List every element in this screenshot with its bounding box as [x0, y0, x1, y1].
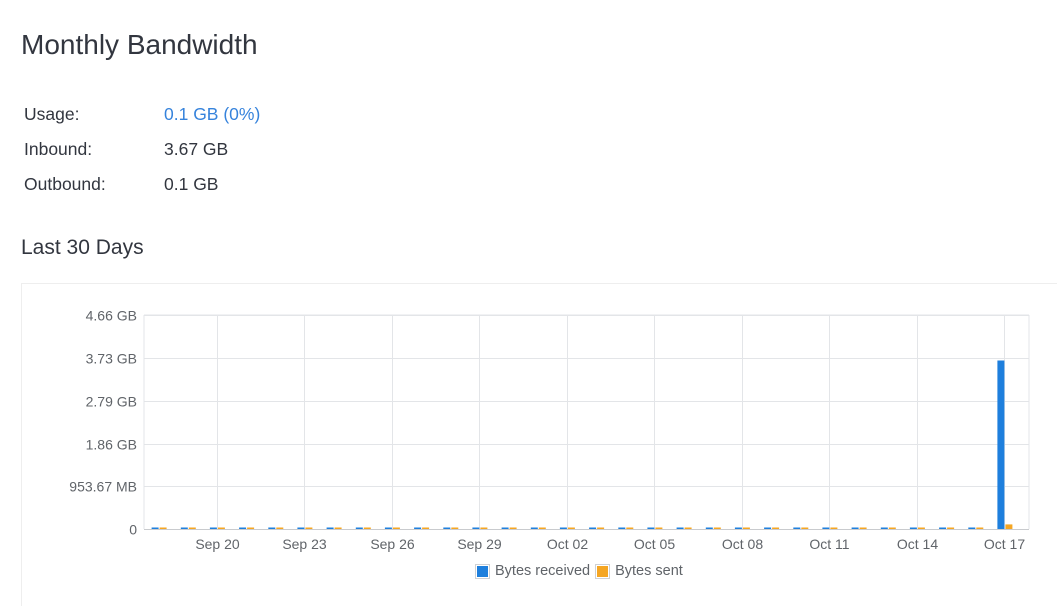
bar-bytes-sent [655, 528, 662, 530]
bandwidth-stats: Usage: 0.1 GB (0%) Inbound: 3.67 GB Outb… [24, 97, 260, 202]
bar-bytes-received [239, 528, 246, 530]
bar-bytes-sent [889, 528, 896, 530]
bar-bytes-sent [830, 528, 837, 530]
bar-bytes-sent [510, 528, 517, 530]
bandwidth-chart-panel: 0 953.67 MB 1.86 GB 2.79 GB 3.73 GB 4.66 GB Se… [21, 283, 1057, 606]
outbound-label: Outbound: [24, 174, 164, 195]
x-tick-label: Sep 26 [370, 536, 415, 552]
section-title-last-30-days: Last 30 Days [21, 235, 144, 261]
bar-bytes-received [968, 528, 975, 530]
usage-value-link[interactable]: 0.1 GB (0%) [164, 104, 260, 125]
bar-bytes-received [414, 528, 421, 530]
x-tick-label: Oct 02 [547, 536, 588, 552]
bar-bytes-received [764, 528, 771, 530]
bar-bytes-sent [160, 528, 167, 530]
bar-bytes-sent [364, 528, 371, 530]
y-tick-label: 4.66 GB [86, 308, 137, 324]
legend-swatch-sent [596, 565, 609, 578]
x-tick-label: Oct 14 [897, 536, 938, 552]
legend-swatch-received [476, 565, 489, 578]
bar-bytes-sent [276, 528, 283, 530]
inbound-value: 3.67 GB [164, 139, 228, 160]
page-title: Monthly Bandwidth [21, 28, 258, 62]
bar-bytes-sent [626, 528, 633, 530]
bar-bytes-received [181, 528, 188, 530]
bar-bytes-received [560, 528, 567, 530]
bar-bytes-received [531, 528, 538, 530]
x-tick-label: Oct 05 [634, 536, 675, 552]
legend-label-sent: Bytes sent [615, 563, 683, 579]
legend-item-bytes-received[interactable]: Bytes received [476, 563, 590, 579]
inbound-label: Inbound: [24, 139, 164, 160]
bar-bytes-received [735, 528, 742, 530]
bar-bytes-received [502, 528, 509, 530]
bar-bytes-sent [451, 528, 458, 530]
bar-bytes-sent [976, 528, 983, 530]
bar-bytes-received [356, 528, 363, 530]
x-tick-label: Sep 23 [282, 536, 327, 552]
bar-bytes-received [210, 528, 217, 530]
y-tick-label: 3.73 GB [86, 351, 137, 367]
chart-legend: Bytes received Bytes sent [476, 563, 689, 579]
bar-bytes-received [677, 528, 684, 530]
bar-bytes-sent [772, 528, 779, 530]
x-tick-label: Sep 29 [457, 536, 502, 552]
bandwidth-chart: 0 953.67 MB 1.86 GB 2.79 GB 3.73 GB 4.66 GB Se… [22, 284, 1057, 559]
bar-bytes-received [589, 528, 596, 530]
bar-bytes-sent [539, 528, 546, 530]
bar-bytes-sent [335, 528, 342, 530]
bar-bytes-received [881, 528, 888, 530]
bar-bytes-sent [480, 528, 487, 530]
bar-bytes-received [152, 528, 159, 530]
bar-bytes-sent [714, 528, 721, 530]
bar-bytes-received [910, 528, 917, 530]
bar-bytes-received [793, 528, 800, 530]
bar-bytes-sent [305, 528, 312, 530]
bar-bytes-received [852, 528, 859, 530]
bar-bytes-sent [393, 528, 400, 530]
bar-bytes-sent [1005, 524, 1012, 529]
bar-bytes-received [822, 528, 829, 530]
y-tick-label: 1.86 GB [86, 437, 137, 453]
bar-bytes-sent [801, 528, 808, 530]
y-tick-label: 0 [129, 522, 137, 538]
bar-bytes-received [268, 528, 275, 530]
y-tick-label: 2.79 GB [86, 394, 137, 410]
x-tick-label: Sep 20 [195, 536, 240, 552]
bar-bytes-sent [743, 528, 750, 530]
stat-row-usage: Usage: 0.1 GB (0%) [24, 97, 260, 132]
bar-bytes-received [472, 528, 479, 530]
outbound-value: 0.1 GB [164, 174, 218, 195]
bar-bytes-received [939, 528, 946, 530]
bar-bytes-sent [860, 528, 867, 530]
bar-bytes-sent [918, 528, 925, 530]
bar-bytes-sent [189, 528, 196, 530]
bar-bytes-received [706, 528, 713, 530]
bar-bytes-received [385, 528, 392, 530]
bar-bytes-received [443, 528, 450, 530]
usage-label: Usage: [24, 104, 164, 125]
bar-bytes-received [647, 528, 654, 530]
bar-bytes-sent [947, 528, 954, 530]
x-tick-label: Oct 08 [722, 536, 763, 552]
bar-bytes-sent [597, 528, 604, 530]
bar-bytes-sent [422, 528, 429, 530]
bar-bytes-sent [218, 528, 225, 530]
legend-label-received: Bytes received [495, 563, 590, 579]
stat-row-inbound: Inbound: 3.67 GB [24, 132, 260, 167]
bar-bytes-received [618, 528, 625, 530]
x-tick-label: Oct 11 [809, 536, 849, 552]
bar-bytes-sent [247, 528, 254, 530]
bar-bytes-received [327, 528, 334, 530]
stat-row-outbound: Outbound: 0.1 GB [24, 167, 260, 202]
bar-bytes-sent [685, 528, 692, 530]
bar-bytes-received [297, 528, 304, 530]
bar-bytes-sent [568, 528, 575, 530]
legend-item-bytes-sent[interactable]: Bytes sent [596, 563, 683, 579]
y-tick-label: 953.67 MB [69, 479, 137, 495]
x-tick-label: Oct 17 [984, 536, 1025, 552]
bar-bytes-received [997, 361, 1004, 530]
